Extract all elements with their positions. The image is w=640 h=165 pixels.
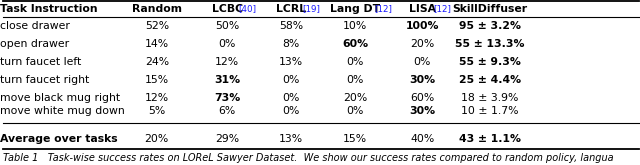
Text: 0%: 0% (346, 106, 364, 116)
Text: 8%: 8% (283, 39, 300, 49)
Text: LCBC: LCBC (212, 4, 243, 14)
Text: Task Instruction: Task Instruction (0, 4, 98, 14)
Text: Lang DT: Lang DT (330, 4, 380, 14)
Text: 0%: 0% (413, 57, 431, 67)
Text: Average over tasks: Average over tasks (0, 134, 118, 144)
Text: 58%: 58% (279, 21, 303, 31)
Text: 40%: 40% (410, 134, 435, 144)
Text: LISA: LISA (409, 4, 436, 14)
Text: 10 ± 1.7%: 10 ± 1.7% (461, 106, 518, 116)
Text: 60%: 60% (410, 93, 435, 103)
Text: 0%: 0% (346, 57, 364, 67)
Text: [12]: [12] (433, 5, 451, 14)
Text: [19]: [19] (302, 5, 320, 14)
Text: 25 ± 4.4%: 25 ± 4.4% (458, 75, 521, 85)
Text: 52%: 52% (145, 21, 169, 31)
Text: move black mug right: move black mug right (0, 93, 120, 103)
Text: 43 ± 1.1%: 43 ± 1.1% (459, 134, 520, 144)
Text: turn faucet left: turn faucet left (0, 57, 81, 67)
Text: 6%: 6% (219, 106, 236, 116)
Text: 14%: 14% (145, 39, 169, 49)
Text: move white mug down: move white mug down (0, 106, 125, 116)
Text: 20%: 20% (410, 39, 435, 49)
Text: 50%: 50% (215, 21, 239, 31)
Text: 30%: 30% (410, 106, 435, 116)
Text: 100%: 100% (406, 21, 439, 31)
Text: 15%: 15% (145, 75, 169, 85)
Text: 24%: 24% (145, 57, 169, 67)
Text: close drawer: close drawer (0, 21, 70, 31)
Text: 55 ± 9.3%: 55 ± 9.3% (459, 57, 520, 67)
Text: 0%: 0% (346, 75, 364, 85)
Text: 15%: 15% (343, 134, 367, 144)
Text: 20%: 20% (145, 134, 169, 144)
Text: turn faucet right: turn faucet right (0, 75, 89, 85)
Text: 20%: 20% (343, 93, 367, 103)
Text: 29%: 29% (215, 134, 239, 144)
Text: 0%: 0% (282, 75, 300, 85)
Text: 31%: 31% (214, 75, 240, 85)
Text: 73%: 73% (214, 93, 241, 103)
Text: 12%: 12% (145, 93, 169, 103)
Text: SkillDiffuser: SkillDiffuser (452, 4, 527, 14)
Text: 0%: 0% (282, 106, 300, 116)
Text: open drawer: open drawer (0, 39, 69, 49)
Text: 13%: 13% (279, 57, 303, 67)
Text: 5%: 5% (148, 106, 165, 116)
Text: Table 1   Task-wise success rates on LOReL Sawyer Dataset.  We show our success : Table 1 Task-wise success rates on LOReL… (3, 153, 614, 163)
Text: 12%: 12% (215, 57, 239, 67)
Text: 0%: 0% (218, 39, 236, 49)
Text: 60%: 60% (342, 39, 368, 49)
Text: Random: Random (132, 4, 182, 14)
Text: [40]: [40] (238, 5, 257, 14)
Text: 30%: 30% (410, 75, 435, 85)
Text: 13%: 13% (279, 134, 303, 144)
Text: 0%: 0% (282, 93, 300, 103)
Text: [12]: [12] (374, 5, 392, 14)
Text: 95 ± 3.2%: 95 ± 3.2% (459, 21, 520, 31)
Text: 55 ± 13.3%: 55 ± 13.3% (455, 39, 524, 49)
Text: LCRL: LCRL (276, 4, 307, 14)
Text: 10%: 10% (343, 21, 367, 31)
Text: 18 ± 3.9%: 18 ± 3.9% (461, 93, 518, 103)
